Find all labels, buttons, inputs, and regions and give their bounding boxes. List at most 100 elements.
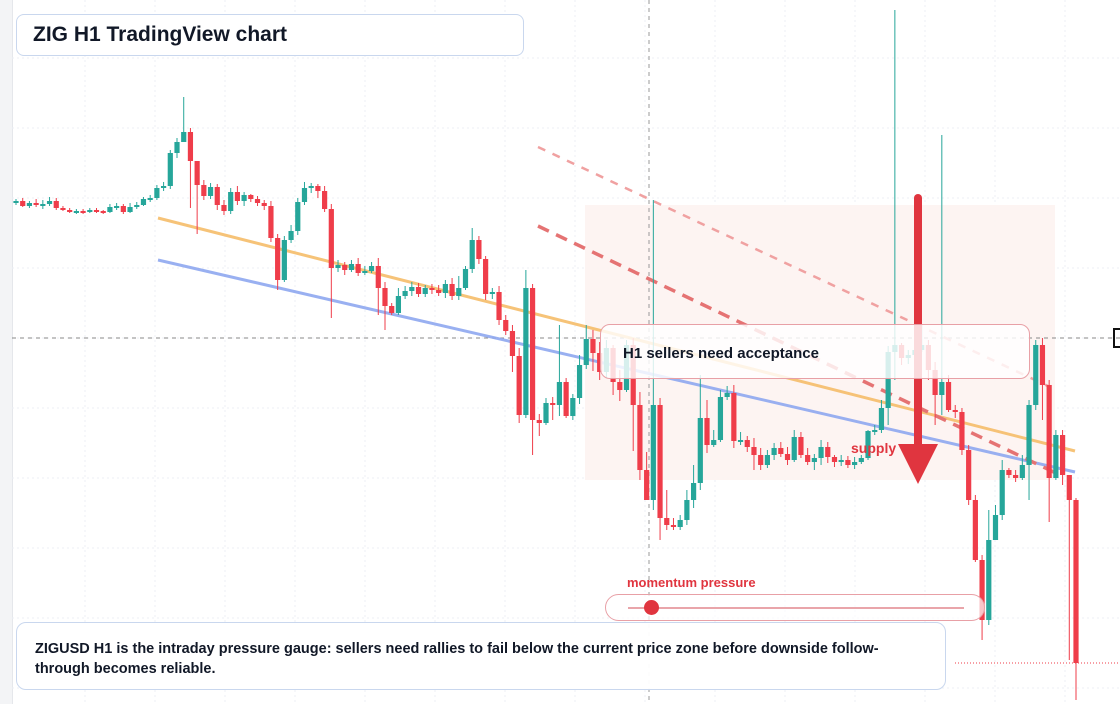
candle-bullish [677, 520, 683, 527]
candle-bearish [120, 206, 126, 212]
candle-bullish [368, 266, 375, 271]
candle-bearish [415, 287, 422, 294]
candle-bearish [563, 382, 569, 416]
candle-bearish [945, 382, 952, 410]
momentum-track [628, 607, 964, 609]
candle-bearish [751, 447, 757, 455]
candle-bearish [33, 203, 39, 205]
candle-bearish [187, 132, 194, 161]
candle-bullish [301, 188, 308, 202]
candle-bullish [181, 132, 187, 142]
candle-bearish [20, 201, 26, 206]
candle-bullish [872, 430, 878, 432]
candle-bearish [100, 211, 106, 213]
candle-bullish [107, 207, 113, 212]
candle-bullish [87, 210, 93, 212]
candle-bullish [147, 198, 153, 200]
candle-bullish [402, 291, 408, 296]
candle-bearish [328, 209, 334, 268]
candle-bullish [154, 188, 160, 198]
candle-bullish [1026, 405, 1032, 465]
candle-bearish [644, 470, 650, 500]
candle-bearish [590, 339, 596, 353]
candle-bullish [986, 540, 992, 620]
candle-bullish [858, 458, 864, 462]
candle-bearish [248, 195, 254, 199]
candle-bearish [704, 418, 710, 445]
candle-bullish [456, 288, 462, 296]
candle-bearish [382, 288, 388, 306]
candle-bearish [959, 412, 965, 450]
candle-bearish [529, 288, 536, 420]
candle-bullish [73, 211, 79, 213]
chart-title: ZIG H1 TradingView chart [16, 14, 524, 56]
candle-bullish [114, 206, 120, 208]
candle-bullish [576, 365, 583, 398]
candle-bearish [194, 161, 200, 185]
candle-bullish [362, 271, 368, 273]
analysis-note: ZIGUSD H1 is the intraday pressure gauge… [16, 622, 946, 690]
candle-bearish [355, 264, 361, 273]
candle-bearish [1039, 345, 1046, 385]
candle-bearish [979, 560, 985, 620]
candle-bearish [476, 240, 482, 259]
supply-label: supply [851, 440, 897, 456]
candle-bullish [771, 448, 777, 455]
candle-bearish [496, 292, 502, 320]
candle-bullish [570, 398, 576, 416]
candle-bearish [429, 288, 435, 290]
sellers-callout: H1 sellers need acceptance [600, 324, 1030, 379]
candle-bearish [221, 205, 227, 211]
candle-bullish [865, 431, 871, 458]
candle-bullish [46, 201, 53, 204]
candle-bearish [261, 203, 267, 206]
candle-bullish [690, 483, 697, 500]
candle-bearish [275, 238, 281, 280]
candle-bearish [268, 206, 274, 238]
candle-bullish [295, 202, 301, 231]
candle-bearish [60, 208, 66, 210]
candle-bearish [805, 455, 811, 462]
candle-bearish [315, 186, 321, 191]
candle-bullish [811, 458, 817, 462]
momentum-indicator [644, 600, 659, 615]
candle-bullish [241, 195, 247, 201]
candle-bullish [1053, 435, 1059, 478]
candle-bullish [1019, 465, 1025, 478]
candle-bullish [395, 296, 402, 313]
candle-bullish [523, 288, 529, 415]
candle-bullish [818, 447, 824, 458]
candle-bearish [536, 420, 542, 423]
candle-bullish [878, 408, 885, 430]
candle-bullish [543, 403, 549, 423]
candle-bearish [322, 191, 328, 209]
candle-bearish [932, 370, 938, 395]
candle-bearish [201, 185, 207, 196]
candle-bullish [764, 455, 770, 465]
candle-bullish [650, 405, 656, 500]
candle-bearish [972, 500, 978, 560]
candle-bearish [784, 454, 791, 460]
candle-bearish [483, 259, 489, 294]
candle-bullish [335, 265, 341, 268]
candle-bullish [308, 186, 314, 188]
candle-bearish [436, 290, 442, 293]
candle-bearish [1059, 435, 1066, 475]
candle-bullish [462, 269, 469, 288]
candle-bearish [597, 353, 603, 372]
candle-bearish [342, 265, 348, 270]
momentum-gauge [605, 594, 985, 621]
bearish-arrow-head [898, 444, 938, 484]
candle-bullish [583, 339, 589, 365]
candle-bullish [711, 440, 717, 445]
candle-bullish [348, 264, 355, 270]
candle-bearish [509, 331, 516, 356]
candle-bullish [992, 515, 999, 540]
candle-bullish [697, 418, 703, 483]
candle-bearish [778, 448, 784, 454]
candle-bullish [167, 153, 173, 186]
candle-bullish [939, 382, 945, 395]
candle-bearish [966, 450, 972, 500]
candle-bearish [516, 356, 522, 415]
candle-bullish [174, 142, 180, 153]
